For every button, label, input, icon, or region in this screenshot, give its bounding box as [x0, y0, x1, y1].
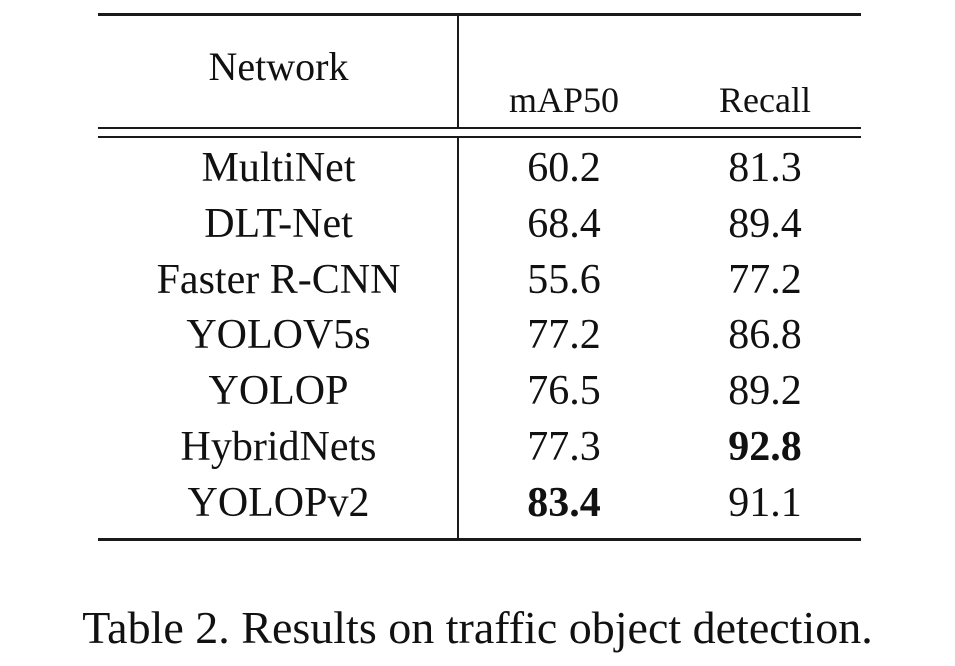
table-top-rule — [98, 13, 861, 16]
cell-recall: 86.8 — [728, 312, 802, 358]
cell-recall: 89.2 — [728, 368, 802, 414]
cell-network: DLT-Net — [204, 201, 353, 247]
table-double-rule-upper — [98, 127, 861, 129]
cell-map50: 76.5 — [527, 368, 601, 414]
cell-map50: 55.6 — [527, 257, 601, 303]
cell-recall: 91.1 — [728, 480, 802, 526]
header-map50: mAP50 — [508, 80, 620, 120]
cell-network: YOLOP — [208, 368, 349, 414]
table-header-divider — [457, 14, 459, 128]
cell-network: YOLOPv2 — [187, 480, 370, 526]
cell-network: YOLOV5s — [186, 312, 371, 358]
table-body-divider — [457, 137, 459, 539]
cell-recall: 77.2 — [728, 257, 802, 303]
table-double-rule-lower — [98, 136, 861, 138]
cell-map50: 83.4 — [527, 480, 601, 526]
header-network: Network — [208, 44, 349, 89]
cell-map50: 68.4 — [527, 201, 601, 247]
cell-recall: 89.4 — [728, 201, 802, 247]
cell-network: HybridNets — [180, 424, 377, 470]
table-bottom-rule — [98, 538, 861, 541]
cell-map50: 77.2 — [527, 312, 601, 358]
header-recall: Recall — [719, 80, 811, 120]
cell-network: MultiNet — [201, 145, 356, 191]
table-caption: Table 2. Results on traffic object detec… — [82, 602, 873, 653]
cell-network: Faster R-CNN — [156, 257, 401, 303]
cell-map50: 60.2 — [527, 145, 601, 191]
cell-recall: 81.3 — [728, 145, 802, 191]
cell-recall: 92.8 — [728, 424, 802, 470]
cell-map50: 77.3 — [527, 424, 601, 470]
